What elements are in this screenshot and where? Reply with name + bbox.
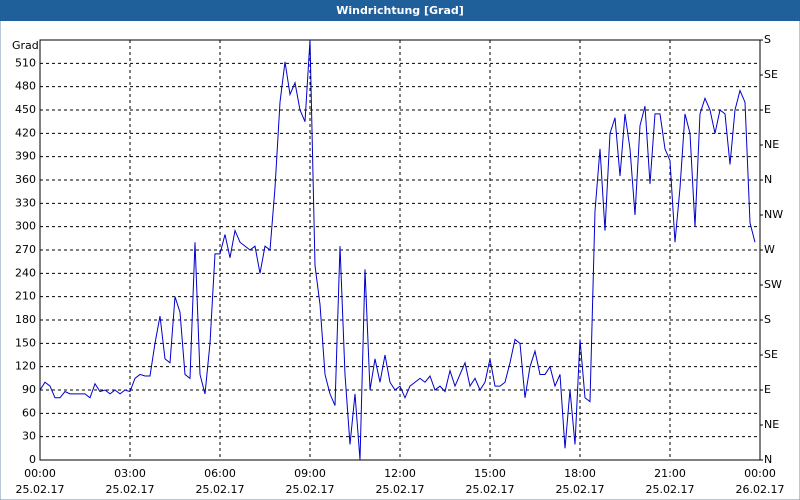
x-tick-label: 21:00: [654, 467, 686, 480]
y2-tick-label: S: [764, 33, 771, 46]
y2-tick-label: E: [764, 383, 771, 396]
data-line: [39, 39, 756, 461]
y-tick-label: 150: [15, 336, 36, 349]
y-tick-label: 240: [15, 266, 36, 279]
y-tick-label: 180: [15, 313, 36, 326]
y2-tick-label: NW: [764, 208, 783, 221]
y-tick-label: 450: [15, 103, 36, 116]
x-tick-label: 15:00: [474, 467, 506, 480]
y-tick-label: 330: [15, 196, 36, 209]
title-bar: [0, 0, 800, 21]
x-tick-label: 06:00: [204, 467, 236, 480]
x-tick-date: 25.02.17: [106, 483, 155, 496]
x-tick-date: 25.02.17: [556, 483, 605, 496]
x-tick-label: 18:00: [564, 467, 596, 480]
y-axis-label: Grad: [12, 39, 39, 52]
x-tick-date: 25.02.17: [286, 483, 335, 496]
y-tick-label: 360: [15, 173, 36, 186]
y-tick-label: 300: [15, 220, 36, 233]
y2-tick-label: SE: [764, 348, 778, 361]
y-tick-label: 480: [15, 80, 36, 93]
y-tick-label: 390: [15, 150, 36, 163]
x-tick-date: 25.02.17: [16, 483, 65, 496]
chart-title: Windrichtung [Grad]: [336, 4, 464, 17]
x-tick-label: 12:00: [384, 467, 416, 480]
y2-tick-label: SE: [764, 68, 778, 81]
y-tick-label: 120: [15, 360, 36, 373]
x-tick-label: 00:00: [744, 467, 776, 480]
y-tick-label: 90: [22, 383, 36, 396]
x-tick-date: 26.02.17: [736, 483, 785, 496]
x-tick-date: 25.02.17: [196, 483, 245, 496]
y-tick-label: 510: [15, 56, 36, 69]
y2-tick-label: NE: [764, 418, 779, 431]
y2-tick-label: N: [764, 173, 772, 186]
y-tick-label: 270: [15, 243, 36, 256]
y-tick-label: 30: [22, 430, 36, 443]
y2-tick-label: NE: [764, 138, 779, 151]
y2-tick-label: N: [764, 453, 772, 466]
x-tick-date: 25.02.17: [376, 483, 425, 496]
y-tick-label: 210: [15, 290, 36, 303]
y2-tick-label: W: [764, 243, 775, 256]
y2-tick-label: E: [764, 103, 771, 116]
y-tick-label: 60: [22, 406, 36, 419]
x-tick-label: 03:00: [114, 467, 146, 480]
x-tick-date: 25.02.17: [466, 483, 515, 496]
x-tick-label: 09:00: [294, 467, 326, 480]
x-tick-date: 25.02.17: [646, 483, 695, 496]
y-tick-label: 0: [29, 453, 36, 466]
y2-tick-label: S: [764, 313, 771, 326]
y2-tick-label: SW: [764, 278, 782, 291]
y-tick-label: 420: [15, 126, 36, 139]
x-tick-label: 00:00: [24, 467, 56, 480]
